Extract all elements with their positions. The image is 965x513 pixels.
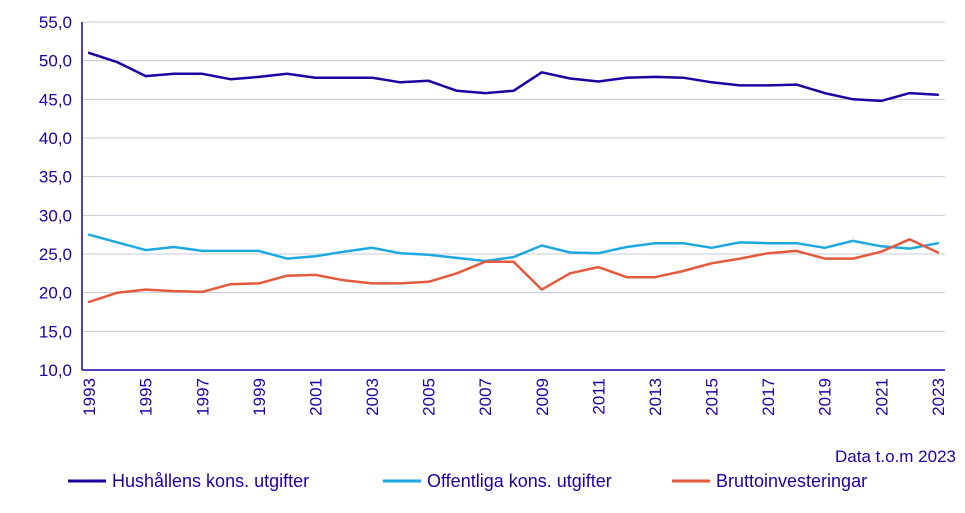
y-tick-label: 20,0 [39, 284, 72, 303]
y-tick-label: 55,0 [39, 13, 72, 32]
y-tick-label: 25,0 [39, 245, 72, 264]
y-tick-label: 40,0 [39, 129, 72, 148]
axes [81, 22, 945, 371]
series-line [87, 238, 940, 304]
y-tick-labels: 10,0 15,0 20,0 25,0 30,0 35,0 40,0 45,0 50,0 55,0 [39, 13, 72, 380]
x-tick-label: 2003 [363, 378, 382, 416]
x-tick-label: 2009 [533, 378, 552, 416]
y-tick-label: 15,0 [39, 322, 72, 341]
x-tick-label: 1999 [250, 378, 269, 416]
x-tick-label: 2019 [816, 378, 835, 416]
legend: Hushållens kons. utgifter Offentliga kons… [68, 471, 867, 491]
x-tick-label: 2005 [420, 378, 439, 416]
legend-label: Offentliga kons. utgifter [427, 471, 612, 491]
x-tick-label: 2021 [872, 378, 891, 416]
series-lines [87, 51, 940, 304]
x-tick-label: 2011 [589, 378, 608, 415]
x-tick-label: 1995 [137, 378, 156, 416]
x-tick-label: 2015 [703, 378, 722, 416]
legend-label: Hushållens kons. utgifter [112, 471, 309, 491]
x-tick-label: 2023 [929, 378, 948, 416]
legend-label: Bruttoinvesteringar [716, 471, 867, 491]
y-tick-label: 45,0 [39, 90, 72, 109]
y-tick-label: 10,0 [39, 361, 72, 380]
gridlines [82, 21, 945, 332]
data-note: Data t.o.m 2023 [835, 447, 956, 466]
x-tick-label: 1993 [80, 378, 99, 416]
x-tick-label: 2007 [476, 378, 495, 416]
series-line [87, 233, 940, 263]
y-tick-label: 50,0 [39, 52, 72, 71]
x-tick-label: 2017 [759, 378, 778, 416]
x-tick-label: 1997 [193, 378, 212, 416]
x-tick-labels: 1993 1995 1997 1999 2001 2003 2005 2007 2009 2011… [80, 378, 948, 416]
y-tick-label: 35,0 [39, 168, 72, 187]
x-tick-label: 2001 [306, 378, 325, 416]
x-tick-label: 2013 [646, 378, 665, 416]
series-line [87, 51, 940, 103]
y-tick-label: 30,0 [39, 206, 72, 225]
